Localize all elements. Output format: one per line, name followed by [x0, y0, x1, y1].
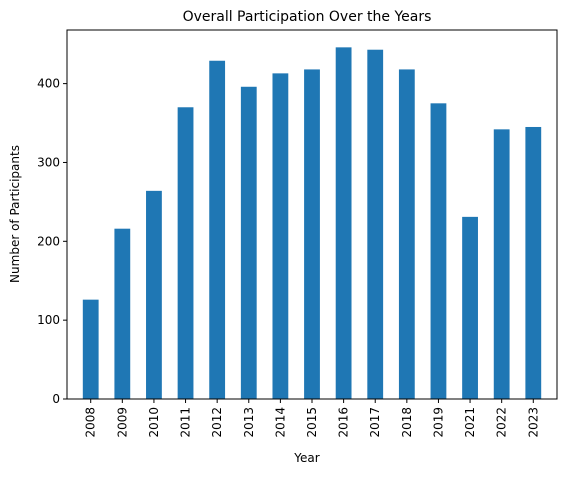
bar-2013 — [240, 86, 257, 400]
bar-2015 — [304, 69, 320, 399]
x-tick-label: 2017 — [368, 407, 382, 438]
y-tick-label: 100 — [37, 313, 60, 327]
y-tick-label: 300 — [37, 155, 60, 169]
y-tick-label: 0 — [52, 392, 60, 406]
x-axis-title: Year — [293, 451, 319, 465]
y-tick-label: 400 — [37, 77, 60, 91]
bar-2011 — [177, 107, 194, 400]
bar-2014 — [272, 73, 289, 399]
x-tick-label: 2016 — [337, 407, 351, 438]
bar-2019 — [430, 103, 447, 400]
y-axis-title: Number of Participants — [8, 145, 22, 283]
bar-2008 — [82, 299, 99, 399]
x-tick-label: 2012 — [210, 407, 224, 438]
x-tick-label: 2009 — [115, 407, 129, 438]
x-tick-label: 2019 — [431, 407, 445, 438]
bar-2023 — [525, 126, 542, 399]
bar-2010 — [146, 190, 162, 399]
bar-2018 — [398, 69, 415, 399]
x-tick-label: 2013 — [242, 407, 256, 438]
bar-2012 — [209, 60, 226, 399]
x-tick-label: 2014 — [273, 407, 287, 438]
x-tick-label: 2018 — [400, 407, 414, 438]
x-tick-label: 2015 — [305, 407, 319, 438]
x-tick-label: 2010 — [147, 407, 161, 438]
y-tick-label: 200 — [37, 234, 60, 248]
bar-2021 — [462, 216, 478, 399]
x-tick-label: 2008 — [84, 407, 98, 438]
y-axis-ticks: 0 100 200 300 400 — [37, 77, 67, 406]
bar-2017 — [367, 49, 384, 399]
x-axis-ticks: 2008 2009 2010 2011 2012 2013 2014 2015 2016 2017… — [84, 399, 540, 438]
axes-frame — [66, 29, 558, 400]
bars-group — [82, 47, 542, 400]
bar-2016 — [335, 47, 352, 399]
x-tick-label: 2023 — [526, 407, 540, 438]
x-tick-label: 2021 — [463, 407, 477, 438]
x-tick-label: 2011 — [179, 407, 193, 438]
bar-2022 — [493, 129, 510, 399]
bar-2009 — [114, 228, 131, 399]
chart-title: Overall Participation Over the Years — [183, 9, 432, 25]
x-tick-label: 2022 — [495, 407, 509, 438]
